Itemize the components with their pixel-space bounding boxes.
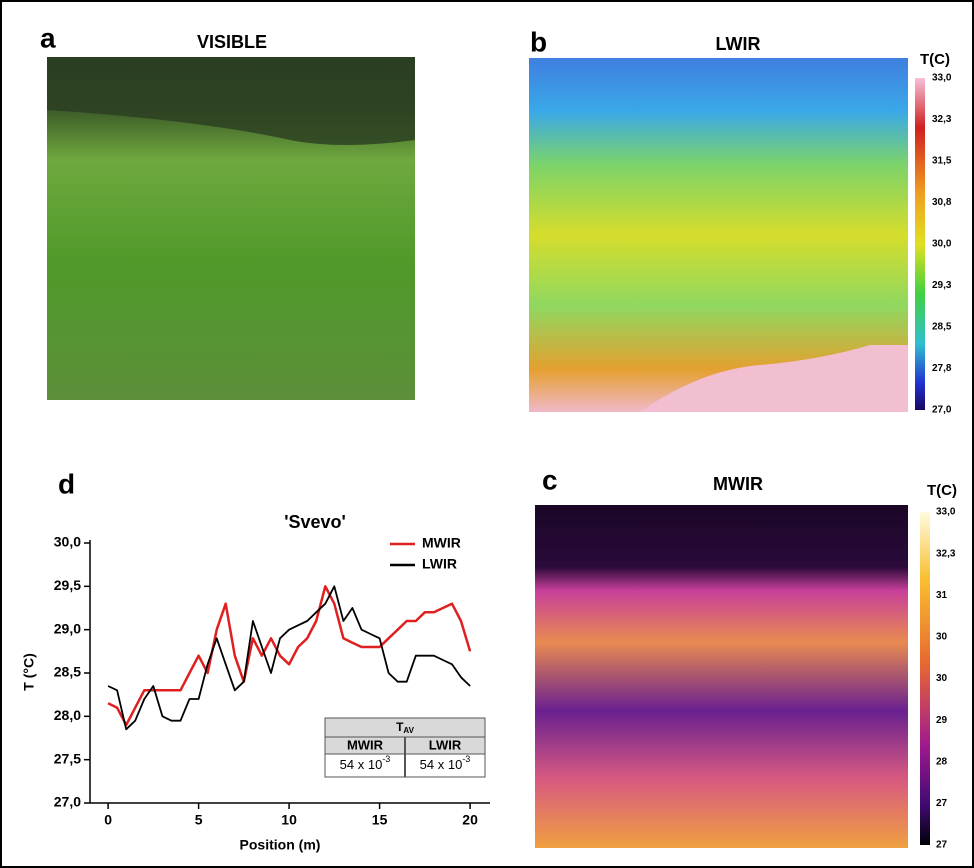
y-tick-label: 30,0 bbox=[54, 534, 81, 550]
colorbar-tick-label: 27 bbox=[936, 840, 948, 851]
colorbar-tick-label: 33,0 bbox=[936, 507, 956, 518]
image-detail bbox=[640, 345, 908, 412]
colorbar bbox=[920, 512, 930, 845]
x-axis-label: Position (m) bbox=[240, 837, 321, 853]
y-tick-label: 28,5 bbox=[54, 664, 81, 680]
colorbar-tick-label: 27 bbox=[936, 798, 948, 809]
x-tick-label: 0 bbox=[104, 812, 112, 828]
colorbar bbox=[915, 78, 925, 410]
image-detail bbox=[47, 57, 415, 145]
colorbar-tick-label: 30,8 bbox=[932, 197, 952, 208]
table-column: MWIR bbox=[347, 737, 384, 752]
y-tick-label: 28,0 bbox=[54, 707, 81, 723]
series-line bbox=[107, 585, 471, 731]
colorbar-tick-label: 32,3 bbox=[932, 114, 952, 125]
mwir-image bbox=[535, 505, 908, 848]
panel-title: LWIR bbox=[716, 34, 761, 54]
table-column: LWIR bbox=[429, 737, 462, 752]
colorbar-tick-label: 29 bbox=[936, 715, 948, 726]
table-title-main: T bbox=[396, 720, 404, 734]
cell-exponent: -3 bbox=[382, 754, 390, 764]
legend-label: LWIR bbox=[422, 556, 457, 572]
cell-exponent: -3 bbox=[462, 754, 470, 764]
colorbar-tick-label: 31,5 bbox=[932, 156, 952, 167]
colorbar-label: T(C) bbox=[927, 482, 957, 499]
x-tick-label: 20 bbox=[462, 812, 478, 828]
colorbar-tick-label: 30 bbox=[936, 673, 948, 684]
table-title-sub: AV bbox=[403, 726, 414, 735]
panel-letter: a bbox=[40, 22, 56, 53]
panel-letter: c bbox=[542, 464, 558, 495]
colorbar-tick-label: 30 bbox=[936, 632, 948, 643]
y-tick-label: 29,0 bbox=[54, 620, 81, 636]
x-tick-label: 5 bbox=[195, 812, 203, 828]
legend-label: MWIR bbox=[422, 535, 461, 551]
chart-title: 'Svevo' bbox=[284, 512, 346, 532]
panel-title: MWIR bbox=[713, 474, 763, 494]
table-cell: 54 x 10-3 bbox=[340, 754, 391, 772]
colorbar-tick-label: 28 bbox=[936, 756, 948, 767]
colorbar-tick-label: 27,0 bbox=[932, 405, 952, 416]
cell-mantissa: 54 x 10 bbox=[420, 757, 463, 772]
panel-letter: b bbox=[530, 26, 547, 57]
y-tick-label: 29,5 bbox=[54, 577, 81, 593]
series-line bbox=[107, 585, 472, 727]
colorbar-tick-label: 33,0 bbox=[932, 73, 952, 84]
x-tick-label: 15 bbox=[372, 812, 388, 828]
table-title: TAV bbox=[396, 720, 415, 735]
colorbar-tick-label: 27,8 bbox=[932, 363, 952, 374]
y-axis-label: T (°C) bbox=[21, 653, 37, 690]
x-tick-label: 10 bbox=[281, 812, 297, 828]
colorbar-tick-label: 29,3 bbox=[932, 280, 952, 291]
colorbar-tick-label: 32,3 bbox=[936, 548, 956, 559]
panel-letter: d bbox=[58, 468, 75, 499]
colorbar-tick-label: 28,5 bbox=[932, 322, 952, 333]
cell-mantissa: 54 x 10 bbox=[340, 757, 383, 772]
colorbar-tick-label: 31 bbox=[936, 590, 948, 601]
panel-title: VISIBLE bbox=[197, 32, 267, 52]
table-cell: 54 x 10-3 bbox=[420, 754, 471, 772]
colorbar-label: T(C) bbox=[920, 51, 950, 68]
y-tick-label: 27,0 bbox=[54, 794, 81, 810]
y-tick-label: 27,5 bbox=[54, 750, 81, 766]
colorbar-tick-label: 30,0 bbox=[932, 239, 952, 250]
